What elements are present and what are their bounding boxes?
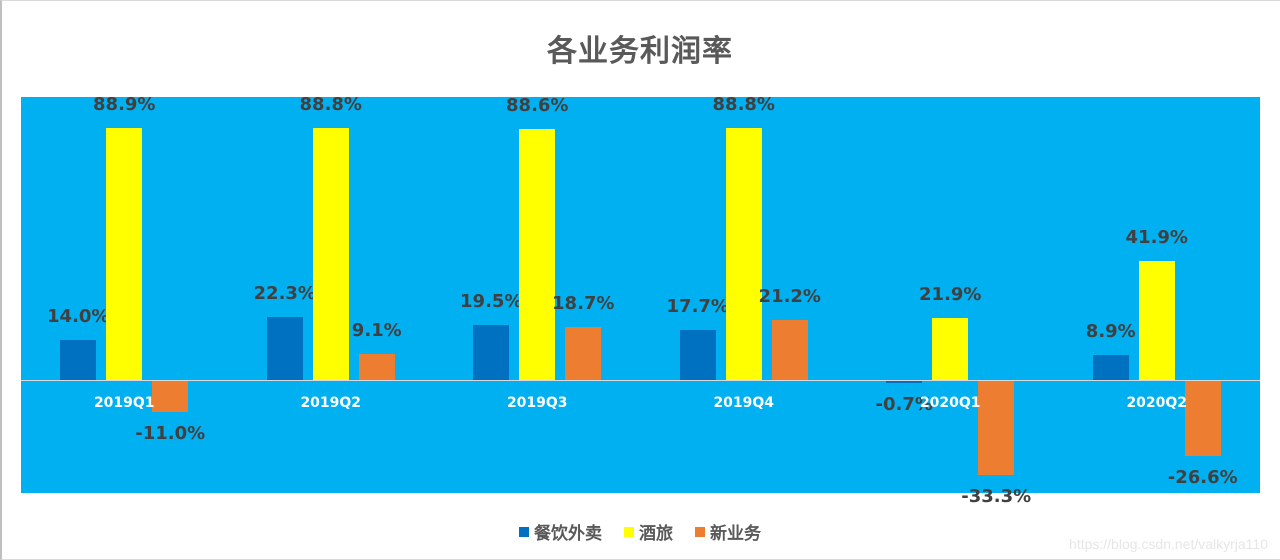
bar [886, 381, 923, 383]
legend-swatch-icon [695, 526, 705, 537]
category-label: 2020Q1 [919, 395, 981, 411]
data-label: 19.5% [460, 290, 523, 312]
data-label: 21.9% [919, 283, 982, 305]
category-label: 2019Q2 [300, 395, 362, 411]
bar [266, 316, 303, 380]
legend-label: 餐饮外卖 [534, 524, 602, 544]
data-label: 9.1% [351, 320, 402, 342]
legend-swatch-icon [519, 526, 529, 537]
bar [565, 326, 602, 380]
bar [932, 317, 969, 380]
data-label: 88.6% [506, 94, 569, 116]
plot-area: 14.0% 88.9% -11.0% 2019Q1 22.3% 88.8% 9.1% 2019… [21, 93, 1260, 507]
bar [978, 381, 1015, 476]
data-label: 8.9% [1085, 320, 1136, 342]
bar [358, 354, 395, 380]
data-label: -26.6% [1167, 467, 1238, 489]
bar [679, 329, 716, 380]
bar [473, 324, 510, 380]
data-label: 21.2% [758, 285, 821, 307]
zero-axis-line [21, 380, 1260, 381]
data-label: 18.7% [552, 292, 615, 314]
legend-item: 新业务 [695, 519, 761, 544]
category-label: 2019Q4 [713, 395, 775, 411]
data-label: 41.9% [1125, 227, 1188, 249]
legend-label: 新业务 [710, 524, 761, 544]
category-label: 2020Q2 [1126, 395, 1188, 411]
legend: 餐饮外卖 酒旅 新业务 [0, 519, 1280, 544]
bar [60, 340, 97, 380]
data-label: 14.0% [47, 306, 110, 328]
chart-title: 各业务利润率 [547, 34, 733, 69]
bar [1138, 261, 1175, 380]
data-label: -33.3% [961, 486, 1032, 508]
data-label: -0.7% [875, 393, 933, 415]
category-label: 2019Q1 [93, 395, 155, 411]
data-label: 88.8% [712, 94, 775, 116]
data-label: -11.0% [135, 423, 206, 445]
data-label: 88.9% [93, 93, 156, 115]
legend-item: 酒旅 [624, 519, 673, 544]
bar [312, 128, 349, 380]
legend-label: 酒旅 [639, 524, 673, 544]
data-label: 88.8% [299, 94, 362, 116]
bar [1184, 381, 1221, 457]
bar [152, 381, 189, 413]
data-label: 22.3% [253, 282, 316, 304]
watermark: https://blog.csdn.net/valkyrja110 [1069, 536, 1268, 552]
bar [1092, 354, 1129, 380]
data-label: 17.7% [666, 295, 729, 317]
bar [771, 319, 808, 380]
bar [725, 128, 762, 380]
category-label: 2019Q3 [506, 395, 568, 411]
legend-item: 餐饮外卖 [519, 519, 602, 544]
bar [106, 127, 143, 380]
bar [519, 128, 556, 380]
legend-swatch-icon [624, 526, 634, 537]
